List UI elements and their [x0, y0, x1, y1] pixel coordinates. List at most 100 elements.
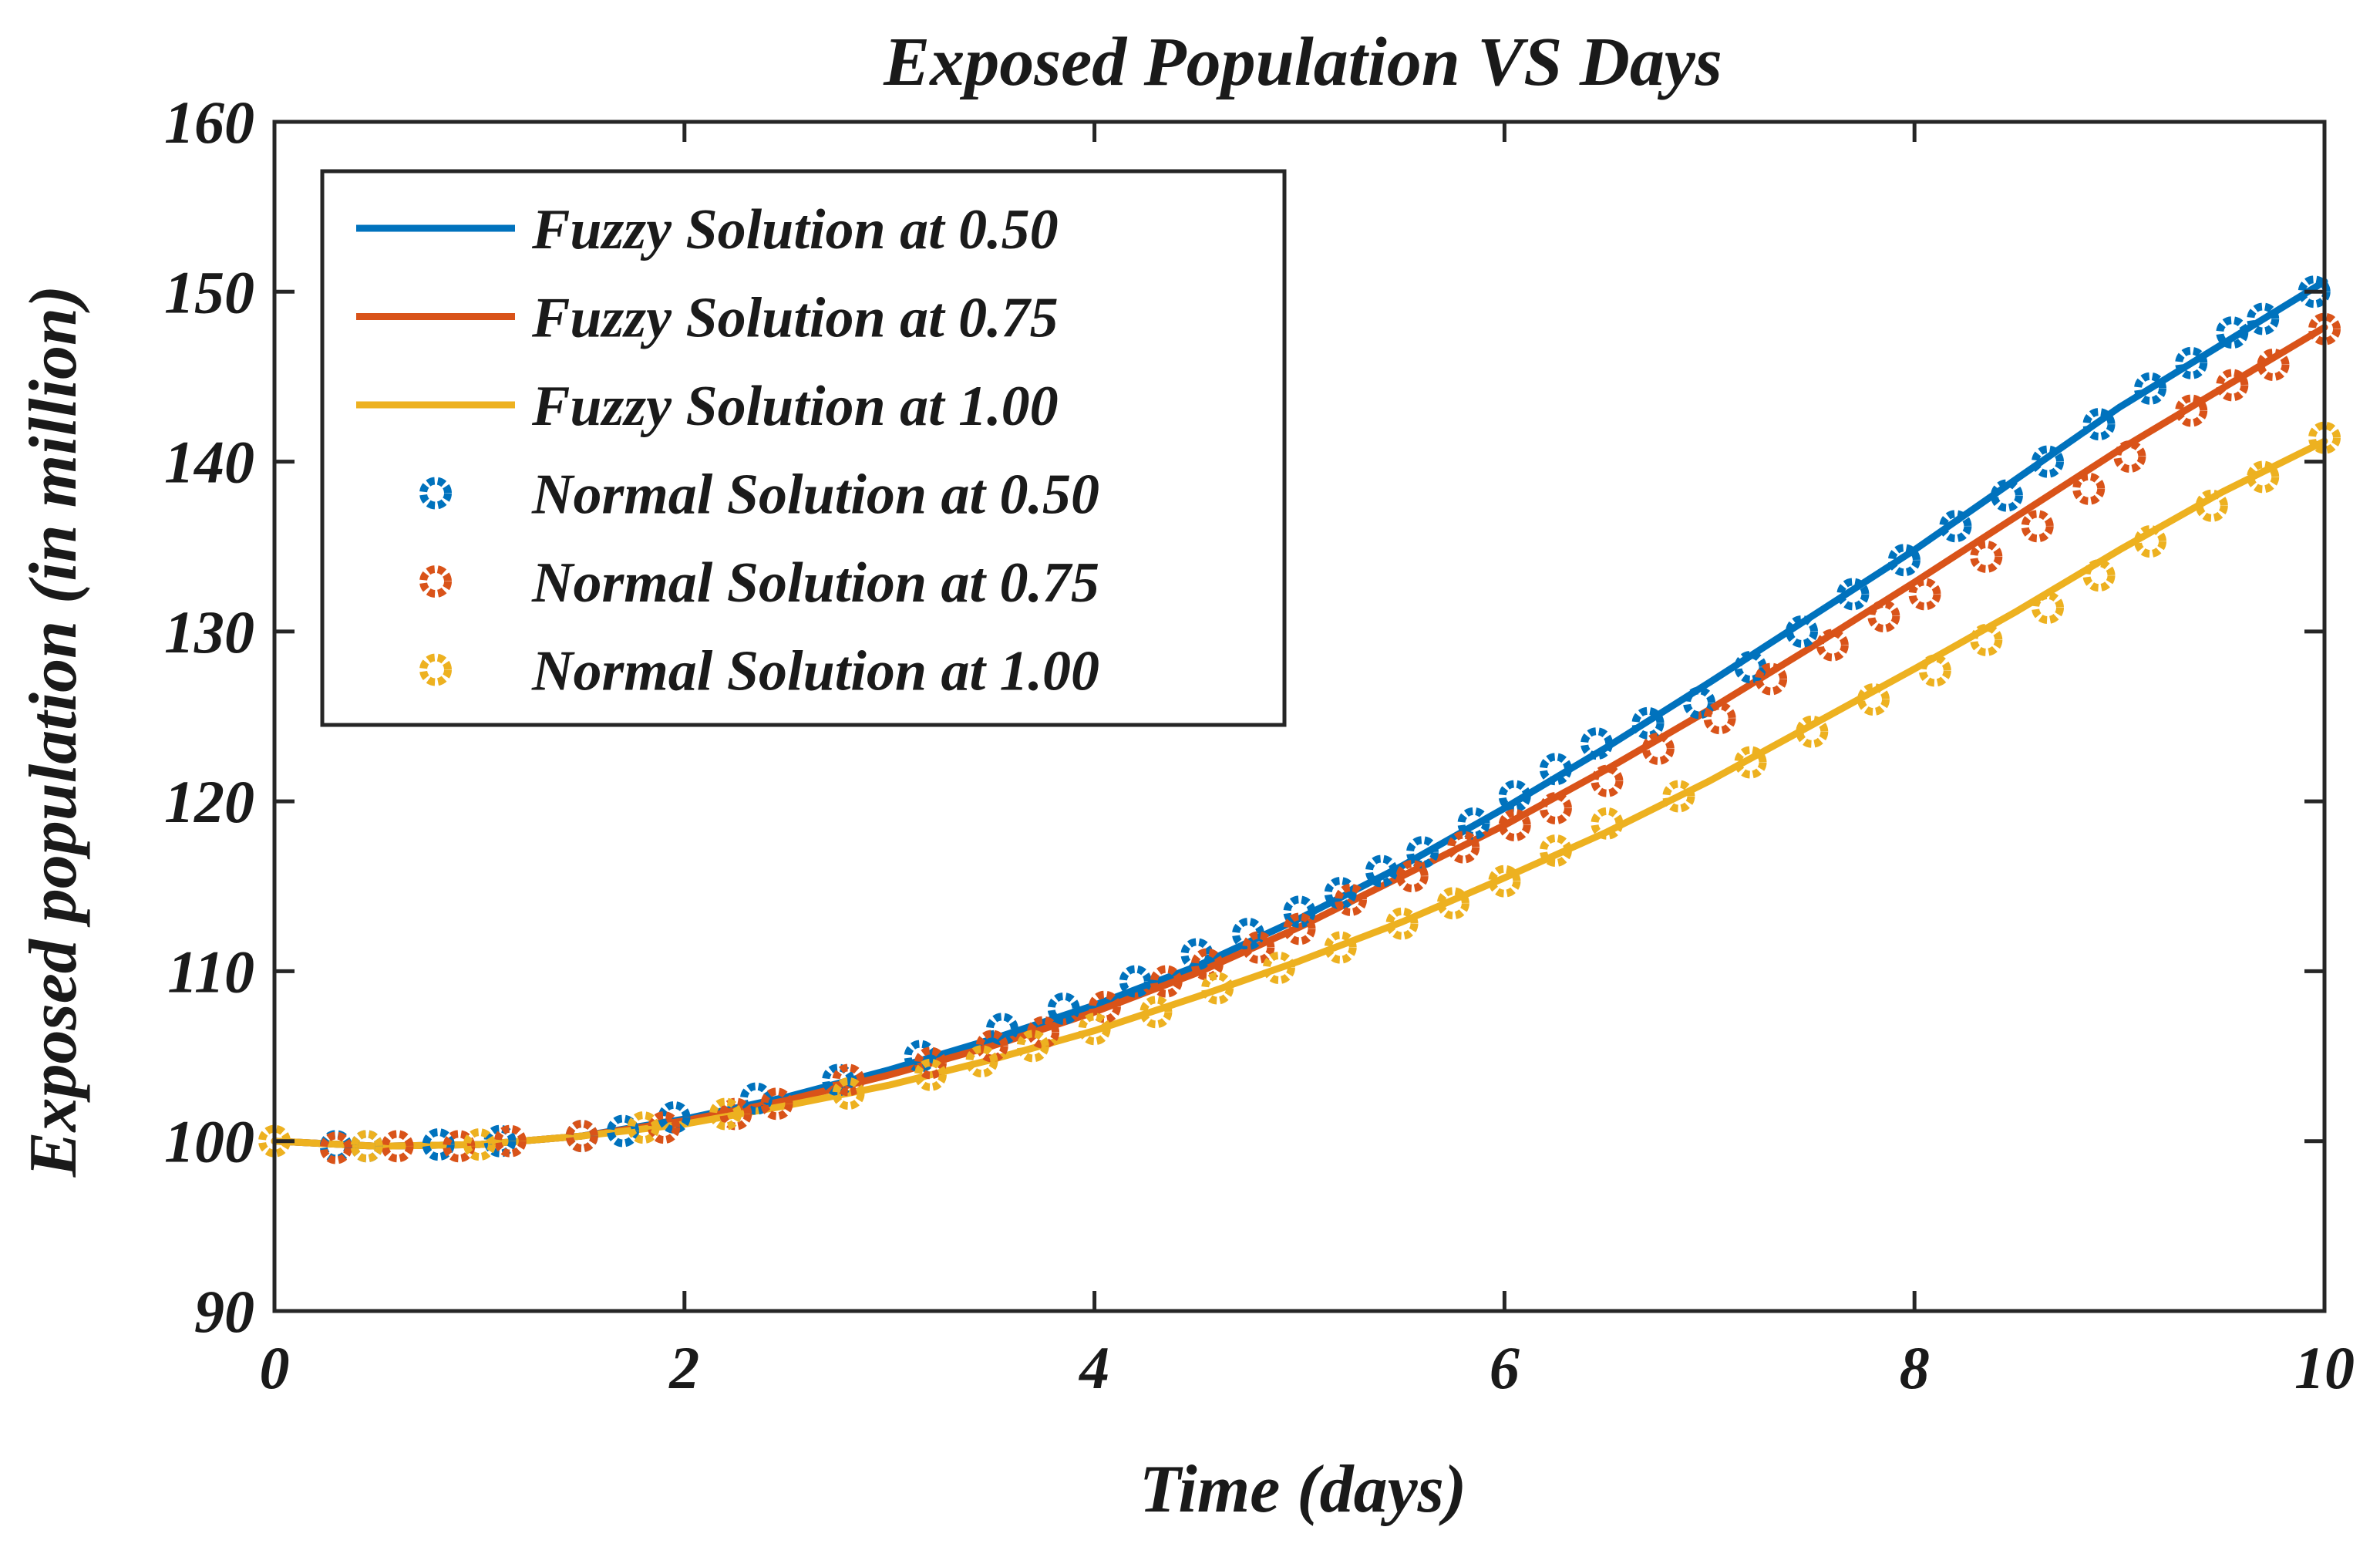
data-point	[1140, 996, 1173, 1029]
data-point	[483, 1124, 517, 1158]
legend-marker	[419, 477, 452, 510]
data-point	[1970, 623, 2003, 656]
data-point	[1836, 578, 1870, 611]
data-point	[2032, 592, 2064, 624]
data-point	[2298, 275, 2331, 308]
data-point	[1918, 654, 1951, 687]
y-tick-label: 120	[164, 768, 254, 835]
data-point	[565, 1120, 598, 1153]
data-point	[2072, 472, 2106, 505]
data-point	[1539, 792, 1572, 824]
data-point	[463, 1128, 496, 1161]
data-point	[1867, 600, 1900, 632]
data-point	[914, 1058, 947, 1091]
data-point	[1436, 887, 1469, 920]
legend-label: Fuzzy Solution at 1.00	[531, 375, 1059, 438]
data-point	[1786, 615, 1818, 648]
legend-box	[320, 169, 1287, 727]
data-point	[1591, 764, 1624, 797]
legend-label: Fuzzy Solution at 0.75	[531, 287, 1059, 350]
x-tick-label: 2	[668, 1334, 699, 1401]
data-point	[1631, 706, 1665, 740]
legend-label: Normal Solution at 1.00	[531, 640, 1099, 703]
data-point	[2032, 445, 2064, 478]
x-axis-label: Time (days)	[1140, 1452, 1466, 1527]
y-axis-label: Exposed population (in million)	[16, 285, 91, 1178]
legend-label: Fuzzy Solution at 0.50	[531, 198, 1059, 261]
data-point	[832, 1063, 865, 1097]
data-point	[1887, 544, 1920, 577]
data-point	[1539, 834, 1572, 867]
data-point	[2082, 559, 2116, 592]
data-point	[985, 1013, 1018, 1046]
y-tick-label: 140	[164, 429, 254, 496]
y-tick-label: 130	[164, 598, 254, 666]
data-point	[1283, 912, 1316, 945]
data-point	[1662, 780, 1695, 813]
data-point	[319, 1131, 352, 1164]
data-point	[760, 1087, 793, 1121]
data-point	[1908, 578, 1941, 611]
data-point	[1262, 952, 1295, 984]
chart-title: Exposed Population VS Days	[883, 24, 1722, 100]
y-tick-label: 90	[194, 1278, 254, 1345]
data-point	[1539, 753, 1572, 786]
plot-area	[258, 275, 2341, 1164]
data-point	[381, 1130, 414, 1163]
legend-item: Normal Solution at 0.75	[419, 551, 1099, 615]
data-point	[1201, 972, 1234, 1005]
data-point	[1498, 780, 1531, 813]
data-point	[1242, 931, 1275, 964]
data-point	[1755, 662, 1788, 696]
legend-item: Normal Solution at 1.00	[419, 640, 1099, 703]
data-point	[443, 1130, 476, 1163]
data-point	[2082, 408, 2116, 441]
data-point	[1857, 683, 1890, 716]
data-point	[2308, 421, 2341, 454]
data-point	[1796, 715, 1829, 748]
y-tick-label: 160	[164, 89, 254, 156]
data-point	[1150, 965, 1183, 998]
data-point	[1580, 727, 1614, 760]
data-point	[1395, 860, 1429, 893]
data-point	[1283, 895, 1316, 929]
y-tick-label: 150	[164, 258, 254, 325]
data-point	[822, 1063, 855, 1097]
y-tick-label: 110	[167, 938, 254, 1005]
data-point	[350, 1130, 383, 1163]
x-tick-label: 0	[260, 1334, 290, 1401]
data-point	[1027, 1016, 1060, 1049]
legend-item: Normal Solution at 0.50	[419, 463, 1099, 527]
data-point	[2195, 489, 2228, 522]
legend-marker	[419, 565, 452, 598]
data-point	[422, 1128, 455, 1161]
data-point	[1335, 883, 1367, 916]
series-4	[319, 312, 2341, 1164]
data-point	[1990, 479, 2023, 512]
legend: Fuzzy Solution at 0.50 Fuzzy Solution at …	[320, 169, 1287, 727]
data-point	[1190, 948, 1224, 981]
data-point	[1047, 992, 1080, 1025]
data-point	[2134, 525, 2166, 558]
data-point	[1816, 629, 1849, 662]
data-point	[904, 1040, 937, 1073]
data-point	[975, 1030, 1008, 1063]
data-point	[1324, 877, 1357, 910]
data-point	[1498, 809, 1531, 841]
data-point	[1088, 990, 1121, 1023]
data-point	[1488, 865, 1521, 898]
series-3	[319, 275, 2331, 1163]
data-point	[1447, 831, 1480, 864]
legend-marker	[419, 653, 452, 686]
data-point	[1683, 686, 1715, 720]
data-point	[914, 1046, 947, 1080]
data-point	[658, 1100, 691, 1134]
x-tick-label: 6	[1490, 1334, 1520, 1401]
data-point	[2216, 369, 2249, 402]
data-point	[2021, 510, 2054, 543]
data-point	[2175, 346, 2208, 379]
data-point	[709, 1097, 742, 1131]
data-point	[2134, 372, 2166, 405]
y-tick-label: 100	[164, 1108, 254, 1175]
